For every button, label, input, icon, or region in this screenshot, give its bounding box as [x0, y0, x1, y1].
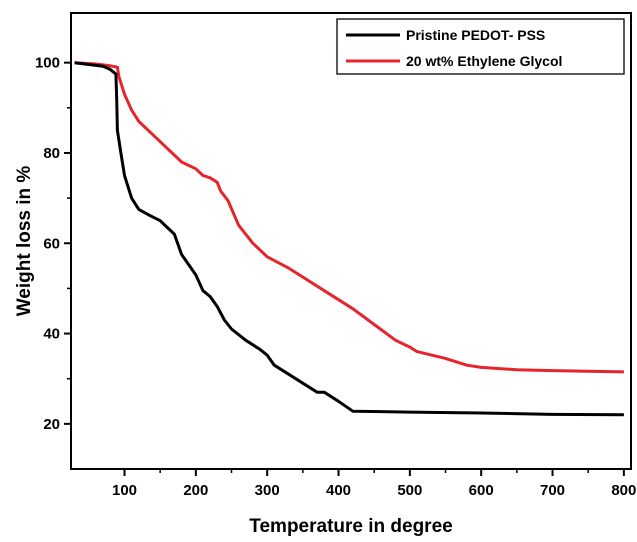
x-axis-title: Temperature in degree [249, 516, 452, 537]
x-tick-label: 100 [112, 482, 137, 499]
series-line [74, 61, 624, 374]
y-tick-label: 40 [43, 326, 60, 343]
y-tick-label: 80 [43, 145, 60, 162]
x-tick-label: 700 [540, 482, 565, 499]
x-tick-label: 200 [183, 482, 208, 499]
x-tick-label: 600 [469, 482, 494, 499]
x-tick-label: 400 [326, 482, 351, 499]
y-axis-title: Weight loss in % [14, 166, 35, 317]
plot-frame [70, 12, 632, 470]
legend-label-pristine: Pristine PEDOT- PSS [406, 27, 545, 43]
x-tick-label: 500 [397, 482, 422, 499]
x-tick-label: 800 [611, 482, 636, 499]
legend-label-ethylene-glycol: 20 wt% Ethylene Glycol [406, 53, 562, 69]
legend-box [336, 18, 625, 75]
series-layer [74, 61, 624, 417]
axis-ticks: 100 200 300 400 500 600 700 800 20 40 60 80 100 [35, 55, 636, 499]
y-tick-label: 100 [35, 55, 60, 72]
y-tick-label: 60 [43, 235, 60, 252]
legend: Pristine PEDOT- PSS 20 wt% Ethylene Glyc… [336, 18, 625, 75]
y-tick-label: 20 [43, 416, 60, 433]
x-tick-label: 300 [255, 482, 280, 499]
series-line [74, 61, 624, 417]
